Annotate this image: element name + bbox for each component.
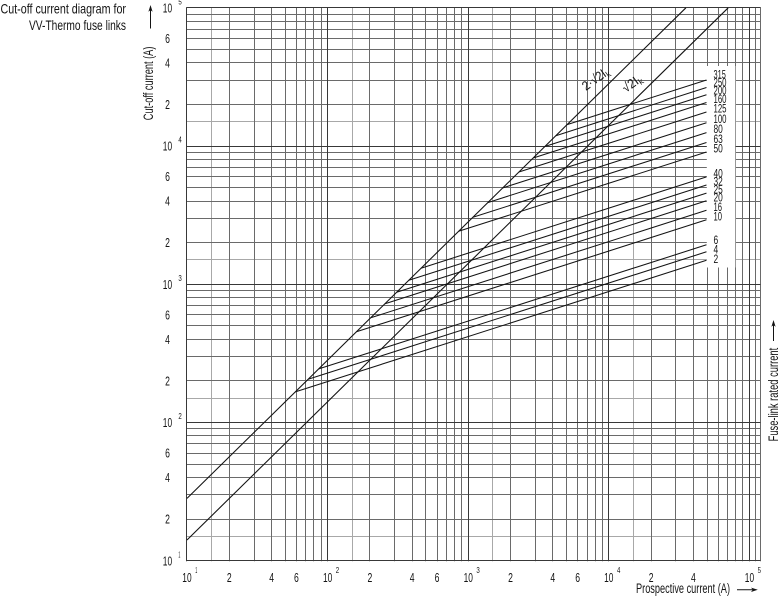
svg-text:200: 200 bbox=[714, 84, 727, 98]
svg-text:6: 6 bbox=[165, 308, 170, 323]
svg-text:25: 25 bbox=[714, 183, 723, 197]
svg-text:5: 5 bbox=[758, 565, 762, 575]
svg-text:40: 40 bbox=[714, 166, 723, 180]
svg-text:6: 6 bbox=[575, 570, 580, 585]
svg-text:4: 4 bbox=[714, 242, 719, 256]
svg-text:10: 10 bbox=[182, 570, 191, 585]
svg-text:6: 6 bbox=[714, 233, 719, 247]
svg-text:20: 20 bbox=[714, 190, 723, 204]
svg-text:3: 3 bbox=[476, 565, 480, 575]
svg-text:2: 2 bbox=[368, 570, 373, 585]
svg-text:315: 315 bbox=[714, 67, 726, 81]
svg-text:10: 10 bbox=[323, 570, 332, 585]
svg-text:5: 5 bbox=[178, 0, 182, 6]
svg-text:100: 100 bbox=[714, 112, 727, 126]
svg-text:2: 2 bbox=[227, 570, 232, 585]
svg-text:3: 3 bbox=[178, 273, 182, 283]
svg-text:2: 2 bbox=[165, 373, 170, 388]
svg-text:6: 6 bbox=[435, 570, 440, 585]
svg-text:2: 2 bbox=[165, 97, 170, 112]
svg-text:4: 4 bbox=[410, 570, 415, 585]
svg-text:4: 4 bbox=[165, 194, 170, 209]
svg-text:6: 6 bbox=[165, 446, 170, 461]
svg-text:1: 1 bbox=[178, 549, 180, 559]
svg-text:6: 6 bbox=[165, 169, 170, 184]
svg-text:2: 2 bbox=[165, 512, 170, 527]
svg-text:80: 80 bbox=[714, 122, 723, 136]
svg-text:Fuse-link rated current: Fuse-link rated current bbox=[766, 348, 781, 442]
svg-text:4: 4 bbox=[165, 332, 170, 347]
svg-text:2: 2 bbox=[649, 570, 654, 585]
svg-text:63: 63 bbox=[714, 132, 723, 146]
svg-text:2: 2 bbox=[178, 411, 182, 421]
svg-text:10: 10 bbox=[163, 0, 172, 15]
svg-text:32: 32 bbox=[714, 175, 723, 189]
svg-text:2: 2 bbox=[165, 235, 170, 250]
svg-text:2: 2 bbox=[714, 252, 719, 266]
svg-text:2: 2 bbox=[336, 565, 340, 575]
svg-text:4: 4 bbox=[178, 135, 182, 145]
svg-text:Cut-off current diagram for: Cut-off current diagram for bbox=[1, 1, 127, 17]
svg-text:10: 10 bbox=[604, 570, 613, 585]
svg-text:10: 10 bbox=[714, 209, 723, 223]
svg-text:VV-Thermo fuse links: VV-Thermo fuse links bbox=[29, 17, 126, 33]
svg-text:Prospective current (A): Prospective current (A) bbox=[636, 581, 730, 596]
svg-text:250: 250 bbox=[714, 76, 727, 90]
svg-text:4: 4 bbox=[550, 570, 555, 585]
svg-text:1: 1 bbox=[195, 565, 197, 575]
svg-text:10: 10 bbox=[745, 570, 754, 585]
svg-text:16: 16 bbox=[714, 200, 723, 214]
svg-text:10: 10 bbox=[163, 415, 172, 430]
svg-text:4: 4 bbox=[691, 570, 696, 585]
svg-text:125: 125 bbox=[714, 102, 727, 116]
svg-text:10: 10 bbox=[163, 553, 172, 568]
svg-text:10: 10 bbox=[464, 570, 473, 585]
svg-text:4: 4 bbox=[617, 565, 621, 575]
svg-text:Cut-off current (A): Cut-off current (A) bbox=[141, 47, 156, 121]
svg-text:6: 6 bbox=[165, 31, 170, 46]
svg-text:4: 4 bbox=[165, 470, 170, 485]
svg-text:50: 50 bbox=[714, 142, 723, 156]
svg-text:4: 4 bbox=[165, 55, 170, 70]
svg-text:4: 4 bbox=[269, 570, 274, 585]
svg-text:10: 10 bbox=[163, 277, 172, 292]
svg-text:6: 6 bbox=[294, 570, 299, 585]
svg-text:160: 160 bbox=[714, 92, 727, 106]
svg-text:2: 2 bbox=[508, 570, 513, 585]
svg-text:10: 10 bbox=[163, 139, 172, 154]
